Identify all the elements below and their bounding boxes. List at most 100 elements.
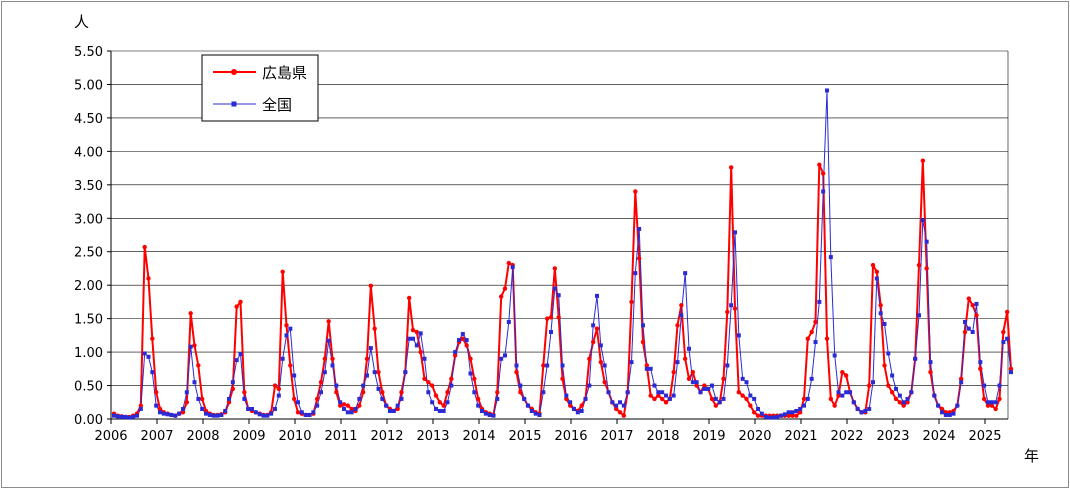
data-point-hiroshima [548, 315, 554, 320]
data-point-national [897, 393, 902, 398]
data-point-hiroshima [751, 410, 757, 415]
data-point-national [633, 271, 638, 276]
data-point-hiroshima [924, 266, 929, 271]
data-point-national [418, 331, 423, 336]
data-point-national [637, 226, 642, 231]
data-point-national [867, 406, 872, 411]
data-point-hiroshima [472, 376, 477, 382]
data-point-national [606, 390, 611, 395]
data-point-national [192, 380, 197, 385]
data-point-hiroshima [464, 343, 469, 348]
data-point-hiroshima [426, 380, 431, 385]
data-point-national [855, 406, 860, 411]
data-point-hiroshima [284, 323, 289, 328]
data-point-hiroshima [981, 396, 987, 402]
data-point-national [736, 333, 741, 338]
data-point-hiroshima [146, 276, 151, 281]
data-point-national [989, 400, 994, 405]
data-point-national [924, 239, 929, 244]
data-point-national [625, 390, 630, 395]
data-point-hiroshima [790, 413, 795, 418]
data-point-national [602, 363, 607, 368]
data-point-hiroshima [349, 406, 354, 412]
data-point-hiroshima [966, 296, 972, 301]
data-point-hiroshima [322, 356, 328, 361]
data-point-national [453, 350, 458, 355]
data-point-national [809, 376, 814, 381]
data-point-national [407, 336, 412, 341]
data-point-national [798, 406, 803, 411]
data-point-hiroshima [334, 390, 339, 395]
data-point-national [974, 301, 979, 306]
x-tick-label: 2010 [278, 429, 311, 444]
data-point-national [644, 366, 649, 371]
data-point-hiroshima [341, 402, 347, 407]
data-point-hiroshima [184, 400, 190, 405]
data-point-hiroshima [330, 356, 335, 361]
data-point-hiroshima [445, 390, 450, 395]
data-point-national [495, 396, 500, 401]
data-point-hiroshima [514, 369, 519, 375]
data-point-hiroshima [671, 369, 676, 375]
data-point-hiroshima [318, 380, 324, 385]
data-point-national [338, 400, 343, 405]
x-tick-label: 2006 [94, 429, 127, 444]
data-point-national [993, 400, 998, 405]
data-point-national [717, 400, 722, 405]
data-point-hiroshima [399, 390, 404, 395]
data-point-national [725, 363, 730, 368]
data-point-national [115, 414, 120, 419]
y-tick-label: 0.50 [74, 380, 103, 395]
data-point-hiroshima [418, 349, 423, 355]
series-line-national [113, 90, 1012, 419]
data-point-national [779, 413, 783, 418]
data-point-national [932, 393, 937, 398]
x-tick-label: 2017 [600, 429, 633, 444]
data-point-hiroshima [997, 396, 1002, 402]
data-point-hiroshima [544, 316, 550, 321]
data-point-hiroshima [242, 390, 247, 395]
data-point-hiroshima [368, 283, 374, 289]
data-point-national [526, 403, 530, 408]
legend-marker-national [231, 101, 237, 107]
data-point-hiroshima [429, 383, 435, 388]
data-point-hiroshima [682, 356, 688, 361]
data-point-national [805, 396, 810, 401]
data-point-national [434, 406, 438, 411]
data-point-national [150, 370, 155, 375]
data-point-hiroshima [590, 339, 596, 345]
data-point-national [514, 363, 519, 368]
gridlines [111, 50, 1008, 386]
data-point-national [595, 293, 599, 298]
y-axis-unit: 人 [74, 13, 89, 31]
data-point-hiroshima [406, 295, 412, 301]
data-point-national [917, 313, 921, 318]
data-point-hiroshima [820, 171, 826, 176]
data-point-national [422, 356, 427, 361]
data-point-national [181, 406, 185, 411]
data-point-hiroshima [728, 165, 734, 170]
data-point-hiroshima [893, 396, 899, 402]
data-point-national [441, 408, 446, 413]
data-point-national [365, 373, 369, 378]
data-point-national [230, 380, 235, 385]
data-point-national [878, 311, 883, 316]
data-point-national [802, 403, 806, 408]
x-tick-label: 2023 [876, 429, 909, 444]
data-point-national [982, 383, 987, 388]
data-point-national [261, 413, 266, 418]
data-point-national [844, 390, 849, 395]
data-point-hiroshima [272, 383, 278, 388]
data-point-national [204, 411, 208, 416]
data-point-national [913, 356, 918, 361]
data-point-hiroshima [602, 380, 607, 385]
data-point-hiroshima [541, 363, 546, 368]
data-point-hiroshima [598, 359, 604, 365]
data-point-hiroshima [234, 304, 239, 309]
data-point-national [483, 411, 488, 416]
data-point-national [698, 390, 703, 395]
data-point-national [273, 406, 277, 411]
data-point-national [618, 400, 622, 405]
data-point-national [161, 411, 166, 416]
data-point-national [457, 338, 461, 343]
